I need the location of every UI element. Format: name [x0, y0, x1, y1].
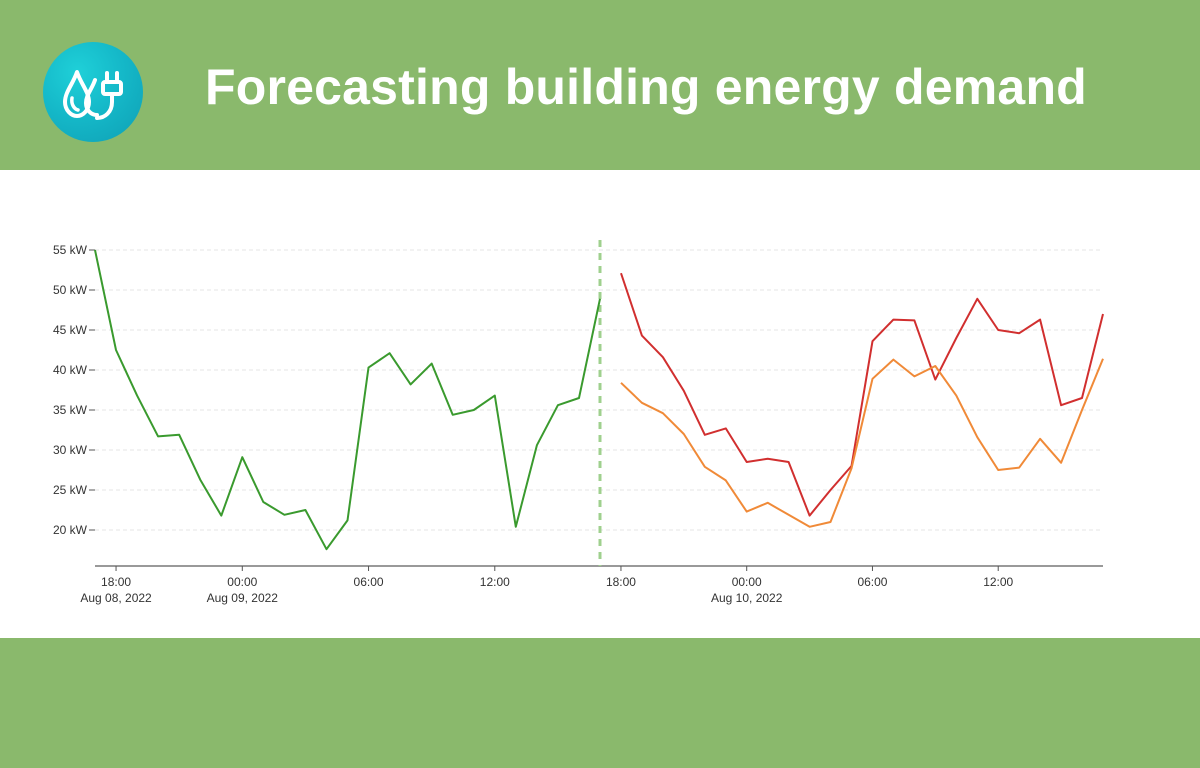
y-tick-label: 50 kW	[53, 283, 88, 297]
x-tick-label: 12:00	[480, 575, 510, 589]
history-series-line	[94, 249, 601, 551]
y-tick-label: 20 kW	[53, 523, 88, 537]
x-tick-label: 00:00	[227, 575, 257, 589]
energy-demand-chart: 20 kW 25 kW 30 kW 35 kW 40 kW 45 kW 50 kW 55 kW…	[53, 240, 1104, 605]
x-tick-label: 18:00	[101, 575, 131, 589]
x-tick-label: 00:00	[732, 575, 762, 589]
water-drop-plug-icon	[43, 42, 143, 142]
x-tick-label: 06:00	[857, 575, 887, 589]
logo-glyph	[63, 70, 123, 120]
x-tick-label: 18:00	[606, 575, 636, 589]
forecast-orange-series-line	[620, 358, 1104, 528]
x-tick-label: 06:00	[354, 575, 384, 589]
y-tick-label: 55 kW	[53, 243, 88, 257]
y-tick-label: 45 kW	[53, 323, 88, 337]
forecast-red-series-line	[620, 272, 1104, 517]
y-tick-label: 35 kW	[53, 403, 88, 417]
x-tick-date-label: Aug 08, 2022	[80, 591, 152, 605]
x-tick-label: 12:00	[983, 575, 1013, 589]
x-tick-date-label: Aug 09, 2022	[207, 591, 279, 605]
page-title: Forecasting building energy demand	[205, 59, 1087, 115]
header-band: Forecasting building energy demand	[0, 0, 1200, 170]
footer-band	[0, 638, 1200, 768]
x-tick-date-label: Aug 10, 2022	[711, 591, 783, 605]
y-tick-label: 40 kW	[53, 363, 88, 377]
chart-panel: 20 kW 25 kW 30 kW 35 kW 40 kW 45 kW 50 kW 55 kW…	[0, 170, 1200, 638]
y-tick-label: 30 kW	[53, 443, 88, 457]
y-tick-label: 25 kW	[53, 483, 88, 497]
